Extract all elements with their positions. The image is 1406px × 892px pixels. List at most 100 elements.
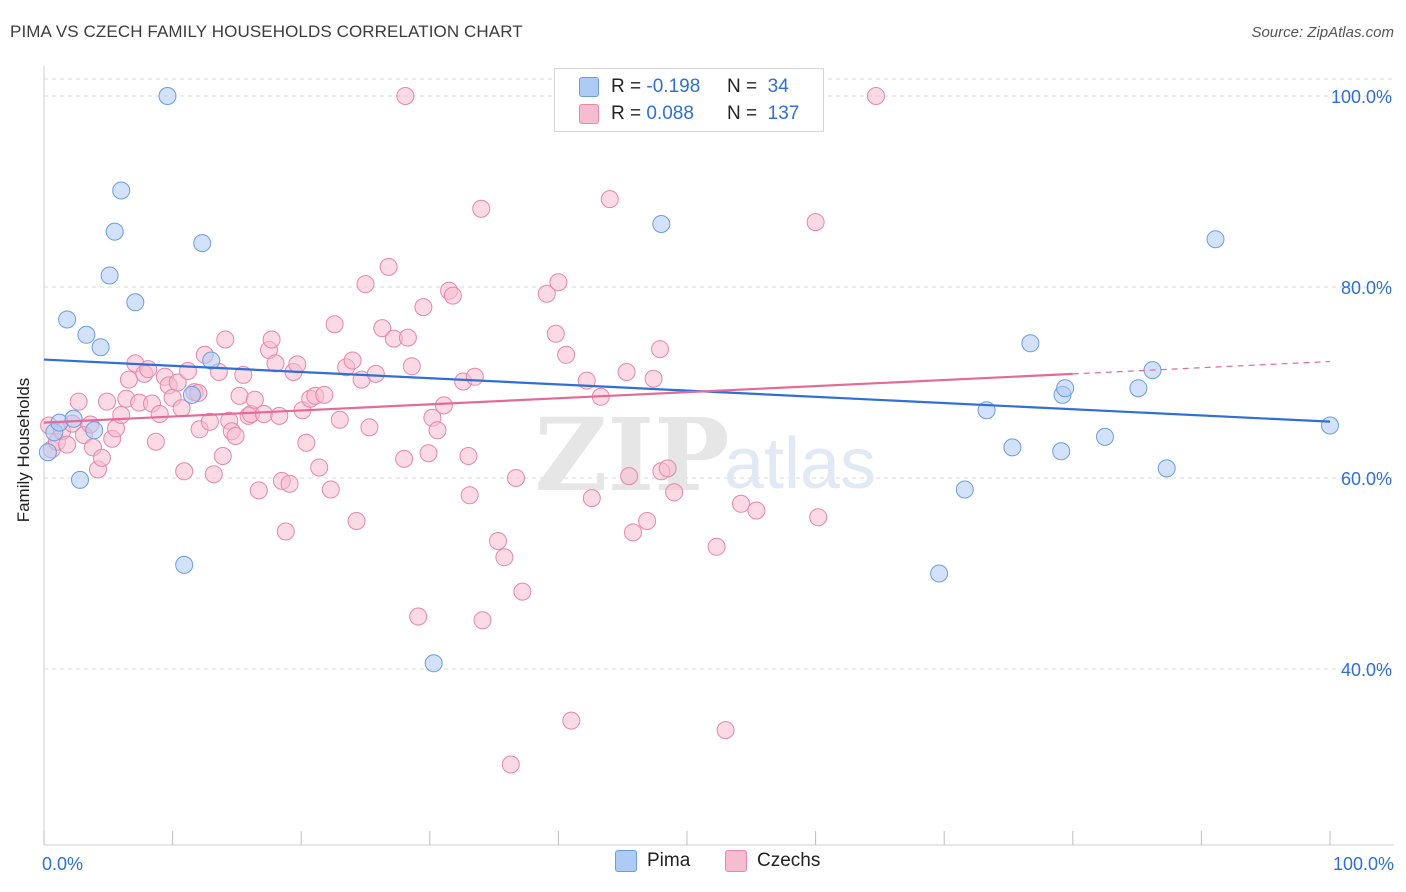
y-tick-label: 100.0% [1331,87,1392,107]
czechs-point [249,481,268,500]
czechs-point [366,364,385,383]
czechs-point [495,548,514,567]
czechs-point [139,360,158,379]
watermark-zip: ZIP [535,396,730,514]
czechs-point [620,467,639,486]
pima-points [38,87,1339,673]
czechs-point [270,406,289,425]
czechs-trend-line [43,372,1073,424]
czechs-trend-extension [1072,360,1331,375]
czechs-point [402,357,421,376]
czechs-point [434,396,453,415]
czechs-point [617,363,636,381]
czechs-n-value: 137 [767,103,800,124]
czechs-point [806,213,825,232]
czechs-swatch [579,104,599,124]
pima-point [424,654,443,673]
pima-trend-line [43,358,1331,423]
czechs-point [513,582,532,601]
pima-point [1157,459,1176,478]
czechs-point [549,273,568,292]
czechs-point [280,474,299,493]
czechs-point [230,386,249,405]
czechs-point [665,483,684,502]
czechs-point [297,433,316,452]
pima-point [652,215,671,233]
czechs-point [347,512,366,530]
pima-swatch [579,77,599,97]
trend-lines [43,358,1331,424]
pima-r-value: -0.198 [646,76,701,97]
czechs-point [150,405,169,423]
czechs-point [582,489,601,508]
czechs-point [396,87,415,105]
x-tick-label: 100.0% [1333,854,1394,874]
pima-n-value: 34 [767,76,789,97]
czechs-point [707,537,726,556]
czechs-point [443,286,462,305]
czechs-point [507,469,525,487]
czechs-point [175,462,194,481]
czechs-point [546,324,565,343]
pima-point [64,409,83,428]
pima-n-label: N = [726,76,758,97]
czechs-point [119,370,138,389]
pima-point [193,234,212,253]
x-tick-label: 0.0% [42,854,83,874]
czechs-point [419,444,438,463]
pima-point [58,310,77,329]
czechs-point [325,315,344,334]
czechs-point [360,418,379,437]
czechs-point [716,721,735,740]
pima-point [182,385,201,404]
czechs-point [245,390,264,409]
czechs-point [146,432,165,451]
watermark: ZIP atlas [535,396,877,514]
legend-row-czechs: R = 0.088 N = 137 [579,101,799,127]
y-tick-label: 80.0% [1341,278,1392,298]
pima-point [1003,438,1022,457]
czechs-point [809,508,828,527]
czechs-point [98,392,116,411]
czechs-point [398,328,417,347]
czechs-point [472,199,491,218]
pima-point [71,470,89,489]
czechs-point [343,351,362,370]
pima-point [38,443,57,462]
pima-point [85,421,104,440]
pima-point [100,266,119,285]
czechs-point [204,465,223,484]
czechs-point [562,711,581,730]
pima-point [1021,334,1040,353]
czechs-n-label: N = [726,103,758,124]
pima-legend-swatch [615,850,637,872]
tick-labels: 40.0% 60.0% 80.0% 100.0% 0.0% 100.0% [42,87,1394,874]
correlation-legend: R = -0.198 N = 34 R = 0.088 N = 137 [554,68,824,132]
pima-point [930,564,949,583]
pima-legend-label: Pima [647,850,691,871]
czechs-point [234,365,253,384]
czechs-point [501,755,520,774]
czechs-point [379,257,398,276]
pima-point [1052,442,1071,461]
czechs-point [356,275,375,294]
y-tick-label: 40.0% [1341,660,1392,680]
pima-point [105,222,124,241]
czechs-point [409,607,428,626]
czechs-point [112,406,131,424]
pima-point [1206,230,1225,249]
czechs-point [644,369,663,388]
pima-point [1129,379,1148,398]
czechs-legend-swatch [725,850,747,872]
czechs-point [216,330,235,349]
czechs-point [557,345,576,364]
pima-r-label: R = [611,76,642,97]
pima-point [1056,379,1075,398]
czechs-point [489,532,507,550]
czechs-point [266,354,285,373]
czechs-point [747,501,766,520]
czechs-point [288,355,307,374]
pima-point [955,480,974,499]
czechs-point [254,405,273,423]
